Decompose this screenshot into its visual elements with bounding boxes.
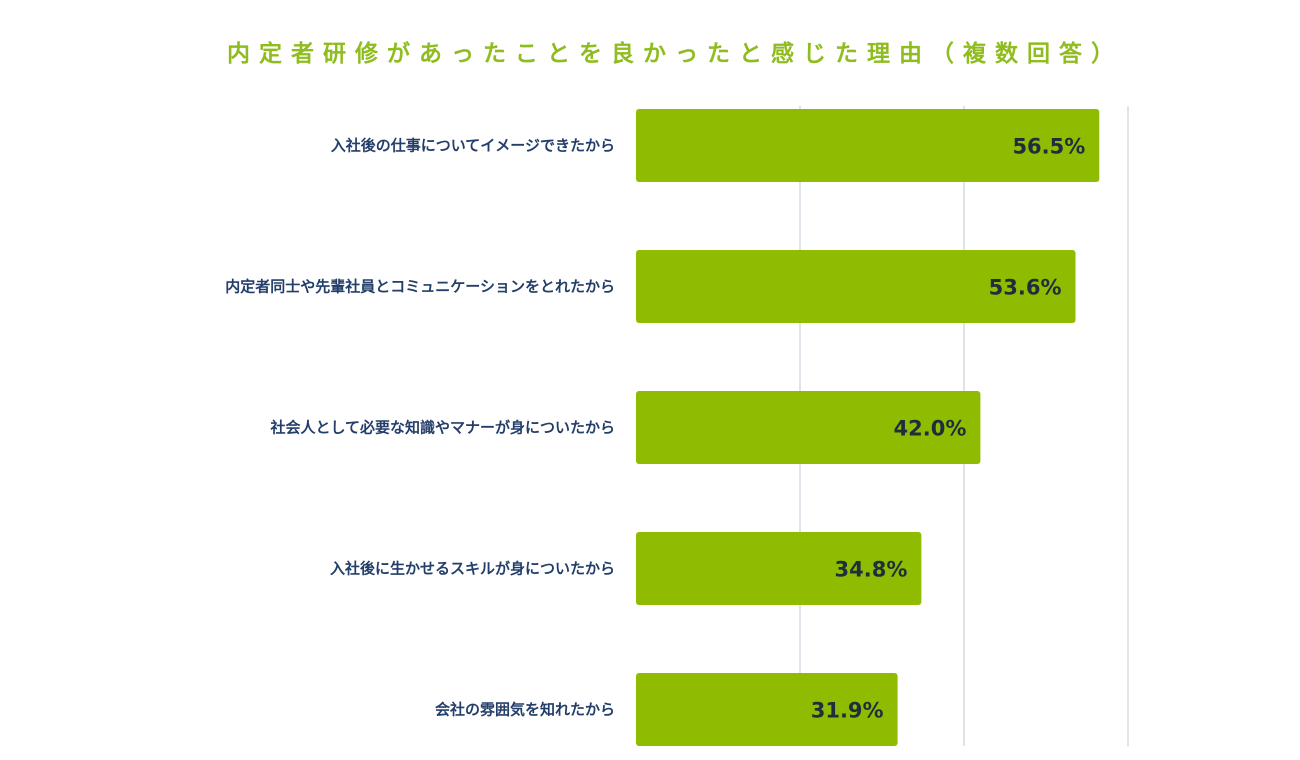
bar bbox=[636, 673, 898, 746]
category-label: 社会人として必要な知識やマナーが身についたから bbox=[269, 419, 615, 437]
value-label: 42.0% bbox=[894, 417, 967, 441]
category-label: 内定者同士や先輩社員とコミュニケーションをとれたから bbox=[225, 278, 615, 296]
value-label: 34.8% bbox=[835, 558, 908, 582]
value-label: 56.5% bbox=[1012, 135, 1085, 159]
value-label: 31.9% bbox=[811, 699, 884, 723]
category-label: 入社後の仕事についてイメージできたから bbox=[331, 137, 615, 155]
category-label: 会社の雰囲気を知れたから bbox=[435, 701, 615, 719]
bar bbox=[636, 391, 981, 464]
bar bbox=[636, 250, 1076, 323]
bar bbox=[636, 109, 1100, 182]
value-label: 53.6% bbox=[989, 276, 1062, 300]
bar bbox=[636, 532, 922, 605]
chart-title: 内定者研修があったことを良かったと感じた理由（複数回答） bbox=[227, 41, 1123, 67]
category-label: 入社後に生かせるスキルが身についたから bbox=[330, 560, 615, 578]
